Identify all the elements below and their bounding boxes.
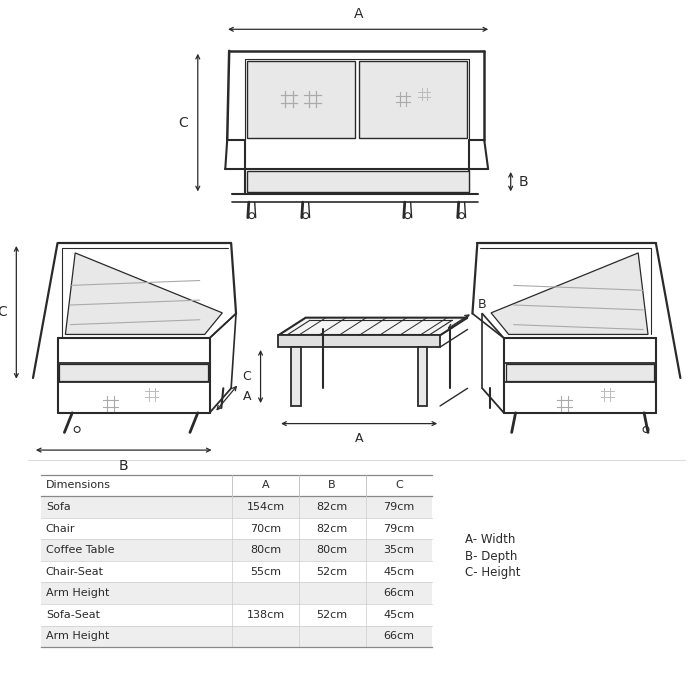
Polygon shape [491,253,648,335]
Text: Sofa: Sofa [46,502,71,512]
Text: 82cm: 82cm [316,524,348,533]
Polygon shape [358,61,467,138]
Text: C: C [242,370,251,383]
Text: 52cm: 52cm [316,567,348,577]
Text: A: A [262,480,270,491]
Text: B: B [328,480,336,491]
Text: A: A [243,390,251,402]
Text: 80cm: 80cm [316,545,348,555]
Text: A- Width: A- Width [465,533,515,546]
Text: Sofa-Seat: Sofa-Seat [46,610,100,620]
Bar [41,539,432,561]
Text: C: C [0,305,6,319]
Polygon shape [278,318,468,335]
Text: B: B [519,175,528,189]
Text: Coffee Table: Coffee Table [46,545,114,555]
Polygon shape [506,365,654,381]
Text: 154cm: 154cm [246,502,284,512]
Polygon shape [65,253,223,335]
Bar [41,496,432,518]
Text: Chair: Chair [46,524,76,533]
Text: 80cm: 80cm [250,545,281,555]
Bar [41,626,432,648]
Polygon shape [247,61,355,138]
Polygon shape [278,335,440,347]
Bar [41,561,432,582]
Text: Arm Height: Arm Height [46,631,109,641]
Bar [41,582,432,604]
Text: 35cm: 35cm [384,545,414,555]
Polygon shape [291,347,301,406]
Polygon shape [417,347,427,406]
Text: 52cm: 52cm [316,610,348,620]
Text: 45cm: 45cm [384,610,414,620]
Text: B- Depth: B- Depth [465,550,517,563]
Polygon shape [60,365,208,381]
Text: 79cm: 79cm [383,502,414,512]
Text: B: B [119,459,129,473]
Text: A: A [355,433,363,445]
Text: 55cm: 55cm [250,567,281,577]
Text: Arm Height: Arm Height [46,588,109,598]
Text: 79cm: 79cm [383,524,414,533]
Text: B: B [477,298,486,311]
Text: 70cm: 70cm [250,524,281,533]
Text: 82cm: 82cm [316,502,348,512]
Text: 138cm: 138cm [246,610,284,620]
Text: 66cm: 66cm [384,588,414,598]
Text: A: A [354,8,363,22]
Text: C- Height: C- Height [465,566,520,579]
Text: Dimensions: Dimensions [46,480,111,491]
Text: C: C [395,480,402,491]
Bar [41,518,432,539]
Text: 45cm: 45cm [384,567,414,577]
Text: Chair-Seat: Chair-Seat [46,567,104,577]
Text: C: C [178,116,188,130]
Text: 66cm: 66cm [384,631,414,641]
Polygon shape [247,171,468,192]
Bar [41,604,432,626]
